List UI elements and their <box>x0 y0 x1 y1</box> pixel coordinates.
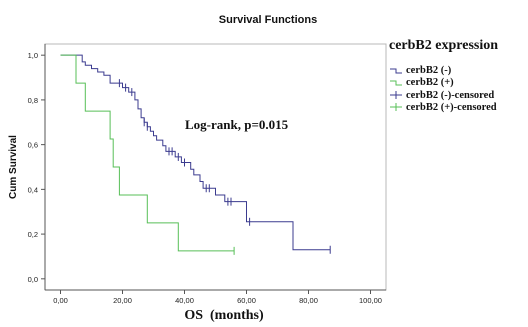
x-axis-label: OS (months) <box>184 308 264 323</box>
y-axis-label: Cum Survival <box>8 135 19 199</box>
legend-label-cerbb2-pos: cerbB2 (+) <box>406 77 454 88</box>
legend-symbol-cerbb2-neg <box>390 68 402 74</box>
survival-curve-cerbb2-neg <box>60 54 331 251</box>
y-tick-label: 0,8 <box>28 96 38 105</box>
x-tick-label: 0,00 <box>53 296 68 305</box>
y-tick-label: 0,4 <box>28 185 38 194</box>
y-tick-label: 1,0 <box>28 51 38 60</box>
y-tick-label: 0,6 <box>28 141 38 150</box>
x-tick-label: 20,00 <box>113 296 132 305</box>
legend-symbol-cerbb2-neg-censored <box>390 91 402 99</box>
x-tick-label: 40,00 <box>175 296 194 305</box>
x-tick-label: 100,00 <box>359 296 382 305</box>
x-tick-label: 60,00 <box>237 296 256 305</box>
legend-symbol-cerbb2-pos <box>390 80 402 86</box>
legend-symbol-cerbb2-pos-censored <box>390 103 402 111</box>
y-tick-label: 0,0 <box>28 275 38 284</box>
x-tick-label: 80,00 <box>299 296 318 305</box>
log-rank-annotation: Log-rank, p=0.015 <box>185 117 289 132</box>
legend-title: cerbB2 expression <box>389 38 498 53</box>
legend: cerbB2 expression cerbB2 (-) cerbB2 (+) … <box>389 38 498 113</box>
y-tick-label: 0,2 <box>28 230 38 239</box>
survival-curve-cerbb2-pos <box>60 54 235 252</box>
legend-label-cerbb2-neg-censored: cerbB2 (-)-censored <box>406 90 494 101</box>
plot-area <box>44 43 387 291</box>
chart-title: Survival Functions <box>219 14 317 26</box>
legend-label-cerbb2-neg: cerbB2 (-) <box>406 65 452 76</box>
legend-label-cerbb2-pos-censored: cerbB2 (+)-censored <box>406 102 497 113</box>
